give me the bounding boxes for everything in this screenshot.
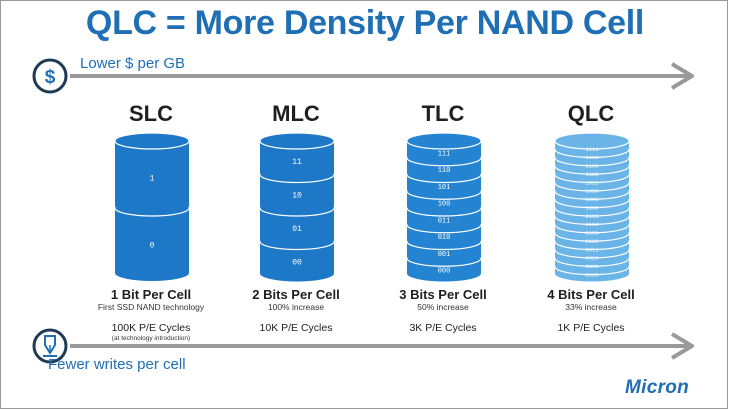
qlc-pe-cycles: 1K P/E Cycles	[557, 322, 625, 334]
cell-state-label: 1111	[585, 146, 599, 153]
mlc-cell-stack: 00 01 10 11	[259, 132, 335, 282]
tlc-heading: TLC	[421, 101, 465, 126]
cell-state-label: 1000	[585, 204, 598, 211]
cell-state-label: 1	[150, 175, 155, 184]
tlc-bits-label: 3 Bits Per Cell	[399, 287, 487, 302]
tlc-pe-cycles: 3K P/E Cycles	[409, 322, 477, 334]
qlc-subtitle: 33% increase	[565, 302, 617, 312]
cell-state-label: 0001	[585, 263, 599, 270]
mlc-pe-cycles: 10K P/E Cycles	[259, 322, 333, 334]
cell-state-label: 1011	[585, 179, 599, 186]
cell-state-label: 1001	[585, 196, 599, 203]
tlc-cell-stack: 000 001 010 011 100 101 110 111	[406, 132, 482, 282]
slc-subtitle: First SSD NAND technology	[97, 302, 205, 312]
cell-state-label: 110	[438, 167, 451, 175]
bottom-arrow	[32, 328, 694, 364]
cell-state-label: 001	[438, 251, 451, 259]
qlc-bits-label: 4 Bits Per Cell	[547, 287, 635, 302]
cell-state-label: 1100	[585, 171, 598, 178]
cell-state-label: 1010	[585, 188, 598, 195]
cell-state-label: 11	[292, 158, 302, 167]
cell-state-label: 1110	[585, 154, 598, 161]
slc-bits-label: 1 Bit Per Cell	[110, 287, 192, 302]
cell-state-label: 0101	[585, 230, 599, 237]
cell-state-label: 0100	[585, 238, 598, 245]
cell-state-label: 0011	[585, 246, 599, 253]
cell-state-disc: 1111	[554, 132, 630, 156]
dollar-icon: $	[32, 58, 68, 94]
cell-state-label: 0000	[585, 271, 598, 278]
slc-cycles-note: (at technology introduction)	[111, 335, 191, 342]
cell-state-label: 0111	[585, 213, 599, 220]
cell-state-disc: 111	[406, 132, 482, 165]
top-arrow: $	[32, 58, 694, 94]
cell-state-label: 111	[438, 150, 451, 158]
cell-state-label: 100	[438, 201, 451, 209]
cell-state-label: 011	[438, 217, 451, 225]
cell-state-label: 000	[438, 268, 451, 276]
cell-state-label: 0	[150, 242, 155, 251]
cell-state-label: 010	[438, 234, 451, 242]
cell-state-label: 0110	[585, 221, 598, 228]
cell-state-label: 1101	[585, 163, 599, 170]
top-arrow-label: Lower $ per GB	[80, 55, 186, 72]
bottom-arrow-label: Fewer writes per cell	[48, 356, 186, 373]
page-title: QLC = More Density Per NAND Cell	[85, 4, 645, 42]
cell-state-label: 0010	[585, 255, 598, 262]
mlc-bits-label: 2 Bits Per Cell	[252, 287, 340, 302]
slc-heading: SLC	[129, 101, 173, 126]
cell-state-disc: 11	[259, 132, 335, 181]
cell-state-label: 00	[292, 259, 302, 268]
cell-state-label: 10	[292, 192, 302, 201]
pen-icon	[32, 328, 68, 364]
mlc-subtitle: 100% increase	[267, 302, 325, 312]
mlc-heading: MLC	[272, 101, 320, 126]
micron-logo: Micron	[625, 377, 690, 398]
qlc-heading: QLC	[567, 101, 615, 126]
cell-state-label: 101	[438, 184, 451, 192]
tlc-subtitle: 50% increase	[417, 302, 469, 312]
cell-state-disc: 1	[114, 132, 190, 214]
slc-pe-cycles: 100K P/E Cycles	[111, 322, 191, 334]
svg-text:$: $	[45, 67, 56, 88]
cell-state-label: 01	[292, 225, 302, 234]
slc-cell-stack: 01	[114, 132, 190, 281]
